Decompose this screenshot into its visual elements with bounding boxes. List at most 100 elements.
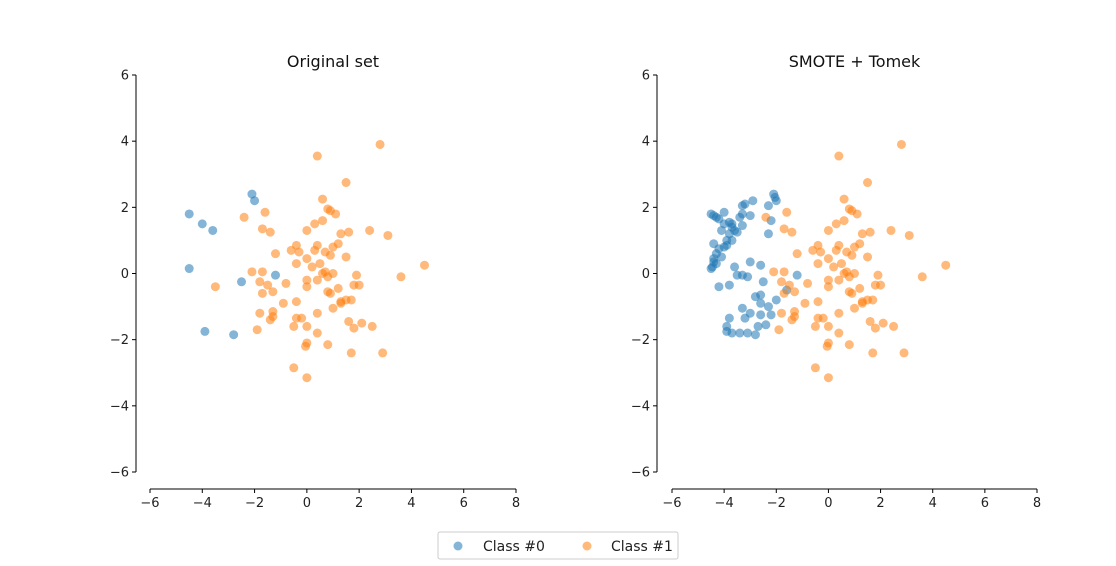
data-point	[210, 282, 220, 292]
data-point	[365, 225, 375, 235]
data-point	[855, 239, 865, 249]
data-point	[302, 321, 312, 331]
data-point	[771, 196, 781, 206]
legend-label-class-0: Class #0	[483, 539, 545, 555]
data-point	[763, 302, 773, 312]
data-point	[852, 209, 862, 219]
data-point	[367, 321, 377, 331]
data-point	[333, 239, 343, 249]
data-point	[750, 292, 760, 302]
data-point	[302, 373, 312, 383]
chart-title: Original set	[287, 52, 379, 71]
data-point	[352, 270, 362, 280]
data-point	[743, 328, 753, 338]
data-point	[291, 297, 301, 307]
data-point	[268, 287, 278, 297]
data-point	[857, 229, 867, 239]
data-point	[724, 280, 734, 290]
data-point	[331, 209, 341, 219]
data-point	[302, 275, 312, 285]
data-point	[850, 269, 859, 278]
x-tick-label: 2	[876, 496, 884, 511]
data-point	[255, 277, 265, 287]
data-point	[312, 328, 322, 338]
data-point	[336, 298, 346, 308]
data-point	[863, 252, 873, 262]
series-class-1	[761, 139, 951, 383]
x-tick-label: −2	[245, 496, 264, 511]
data-point	[810, 363, 820, 373]
data-point	[823, 321, 833, 331]
data-point	[818, 313, 828, 323]
data-point	[735, 212, 745, 222]
data-point	[761, 320, 771, 330]
data-point	[229, 330, 239, 340]
data-point	[265, 227, 275, 237]
data-point	[899, 348, 909, 358]
data-point	[782, 207, 792, 217]
y-tick-label: 6	[642, 69, 650, 84]
data-point	[823, 373, 833, 383]
data-point	[756, 310, 766, 320]
data-point	[302, 225, 312, 235]
data-point	[834, 151, 844, 161]
data-point	[420, 260, 429, 270]
data-point	[197, 219, 207, 229]
data-point	[823, 275, 833, 285]
data-point	[831, 245, 841, 255]
legend: Class #0 Class #1	[437, 531, 679, 560]
x-tick-label: 6	[460, 496, 468, 511]
data-point	[208, 225, 218, 235]
data-point	[868, 295, 878, 305]
x-tick-label: 4	[407, 496, 415, 511]
data-point	[941, 260, 951, 270]
data-point	[808, 245, 818, 255]
x-tick-label: −4	[193, 496, 212, 511]
y-tick-label: −6	[631, 466, 650, 481]
data-point	[823, 254, 833, 264]
data-point	[737, 303, 747, 313]
data-point	[839, 216, 849, 226]
data-point	[301, 341, 311, 351]
data-point	[855, 283, 865, 293]
data-point	[722, 240, 732, 250]
data-point	[719, 207, 729, 217]
data-point	[834, 275, 844, 285]
data-point	[917, 272, 927, 282]
data-point	[823, 225, 833, 235]
data-point	[844, 340, 854, 350]
data-point	[315, 259, 325, 269]
data-point	[717, 225, 727, 235]
data-point	[344, 316, 354, 326]
data-point	[779, 224, 789, 234]
data-point	[763, 201, 773, 211]
data-point	[396, 272, 406, 282]
x-tick-label: −6	[662, 496, 681, 511]
data-point	[774, 325, 784, 335]
data-point	[247, 267, 257, 277]
subplot-smote-tomek: SMOTE + Tomek −6 −4 −2 0 2 4 6 −6 −4 −2 0 2 4 6 8	[631, 52, 1041, 511]
data-point	[870, 323, 880, 333]
x-tick-label: 8	[512, 496, 520, 511]
data-point	[341, 252, 351, 262]
data-point	[302, 254, 312, 264]
data-point	[904, 230, 914, 240]
data-point	[822, 341, 832, 351]
data-point	[865, 227, 875, 237]
data-point	[257, 267, 267, 277]
data-point	[784, 280, 794, 290]
y-tick-label: −2	[110, 333, 129, 348]
y-tick-label: 4	[642, 135, 650, 150]
data-point	[787, 315, 797, 325]
data-point	[286, 245, 296, 255]
y-tick-label: 2	[121, 201, 129, 216]
data-point	[756, 260, 766, 270]
data-point	[270, 249, 280, 259]
data-point	[850, 303, 859, 313]
legend-marker-class-1	[582, 541, 592, 551]
data-point	[341, 178, 351, 188]
x-tick-label: 4	[929, 496, 937, 511]
data-point	[336, 229, 346, 239]
data-point	[777, 277, 786, 287]
data-point	[278, 298, 288, 308]
